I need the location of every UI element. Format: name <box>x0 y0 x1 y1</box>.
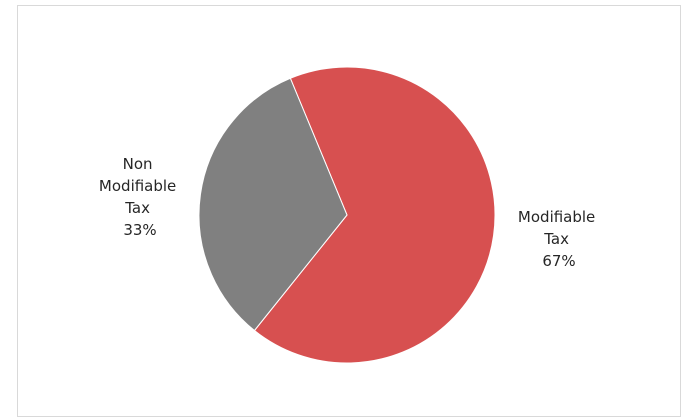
slice-label-modifiable-tax-percent: 67% <box>542 252 575 270</box>
slice-label-non-modifiable-tax-line-3: Tax <box>124 199 150 217</box>
pie-slice-non-modifiable-tax <box>198 77 348 332</box>
slice-label-non-modifiable-tax-percent: 33% <box>123 221 156 239</box>
slice-label-non-modifiable-tax-line-2: Modifiable <box>99 177 176 195</box>
pie-slices <box>198 66 496 364</box>
slice-label-modifiable-tax-line-2: Tax <box>543 230 569 248</box>
slice-label-modifiable-tax-line-1: Modifiable <box>518 208 595 226</box>
pie-slice-modifiable-tax <box>253 66 496 364</box>
slice-label-non-modifiable-tax: Non Modifiable Tax 33% <box>99 155 181 239</box>
slice-label-modifiable-tax: Modifiable Tax 67% <box>518 208 600 270</box>
slice-label-non-modifiable-tax-line-1: Non <box>123 155 153 173</box>
